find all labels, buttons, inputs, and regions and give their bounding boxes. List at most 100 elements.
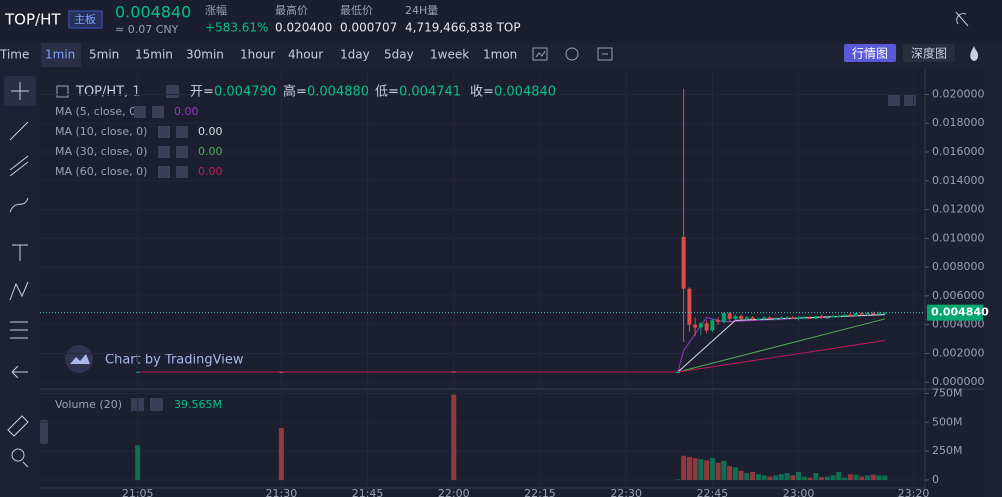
- pane-down[interactable]: [904, 95, 916, 106]
- ohlc-value: 0.004840: [494, 85, 556, 100]
- candle-body: [882, 312, 887, 314]
- candle-body: [808, 317, 813, 319]
- volume-bar: [721, 460, 727, 480]
- candle-body: [451, 371, 456, 373]
- candle-body: [727, 313, 732, 319]
- interval[interactable]: 4hour: [288, 48, 323, 62]
- candle-body: [716, 320, 721, 322]
- view-button-bg[interactable]: [844, 44, 896, 62]
- volume-bar: [790, 475, 796, 480]
- candle-body: [681, 236, 686, 289]
- volume-bar: [750, 471, 756, 480]
- volume-bar: [732, 467, 738, 480]
- settings-icon[interactable]: [134, 106, 146, 118]
- volume-bar: [824, 476, 830, 480]
- interval[interactable]: Time: [0, 48, 29, 62]
- ma-value: 0.00: [198, 165, 223, 178]
- toolbar-icons[interactable]: [532, 47, 613, 61]
- drawing-tools[interactable]: [9, 121, 29, 379]
- volume-bar: [675, 479, 681, 480]
- candle-body: [773, 318, 778, 320]
- last-price-box: [927, 304, 983, 321]
- close-icon[interactable]: [176, 126, 188, 138]
- price: 0.004840: [115, 3, 191, 22]
- right-strip: [985, 68, 1002, 497]
- interval[interactable]: 30min: [186, 48, 224, 62]
- y2-tick-label: 250M: [932, 444, 963, 457]
- x-tick-label: 23:20: [898, 487, 930, 497]
- candle-body: [836, 316, 841, 318]
- volume-bar: [801, 476, 807, 480]
- volume-bar: [830, 475, 836, 480]
- x-tick-label: 22:15: [524, 487, 556, 497]
- stat-value: 0.000707: [340, 21, 397, 35]
- volume-bar: [715, 462, 721, 480]
- collapse-legend[interactable]: [56, 85, 69, 98]
- candle-body: [802, 317, 807, 319]
- interval[interactable]: 1mon: [483, 48, 517, 62]
- candle-body: [693, 324, 698, 328]
- collapse-button[interactable]: [40, 420, 48, 444]
- ohlc-label: 收=: [470, 85, 494, 100]
- volume-bar: [773, 475, 779, 480]
- volume-bar: [278, 428, 284, 480]
- y-tick-label: 0.004000: [932, 318, 985, 331]
- interval[interactable]: 1min: [45, 48, 75, 62]
- volume-bar: [865, 475, 871, 480]
- stat-value: 4,719,466,838 TOP: [405, 21, 521, 35]
- close-icon[interactable]: [176, 166, 188, 178]
- candle-body: [848, 314, 853, 317]
- candle-body: [831, 316, 836, 318]
- volume-bar: [755, 474, 761, 480]
- candle-body: [790, 317, 795, 319]
- settings-icon[interactable]: [158, 146, 170, 158]
- candle-body: [750, 317, 755, 319]
- ma-line: [137, 318, 885, 373]
- x-tick-label: 23:00: [783, 487, 815, 497]
- ma-line: [137, 340, 885, 373]
- tv-logo-mark: [70, 354, 90, 364]
- ohlc-label: 高=: [283, 84, 307, 100]
- volume-bar: [842, 477, 848, 480]
- view-button-bg[interactable]: [903, 44, 955, 62]
- ma-line: [137, 314, 885, 373]
- close-icon[interactable]: [150, 398, 163, 411]
- interval[interactable]: 5min: [89, 48, 119, 62]
- interval[interactable]: 1hour: [240, 48, 275, 62]
- settings-icon[interactable]: [166, 85, 179, 98]
- volume-bar: [876, 475, 882, 480]
- interval[interactable]: 5day: [384, 48, 414, 62]
- volume-bar: [882, 475, 888, 480]
- volume-bar: [727, 466, 733, 480]
- interval[interactable]: 1day: [340, 48, 370, 62]
- volume-bar: [692, 458, 698, 480]
- interval[interactable]: 15min: [135, 48, 173, 62]
- legend-symbol: TOP/HT, 1: [75, 85, 141, 100]
- y-tick-label: 0.018000: [932, 116, 985, 129]
- candle-body: [813, 316, 818, 319]
- volume-bar: [813, 473, 819, 480]
- volume-bar: [796, 471, 802, 480]
- volume-bar: [853, 474, 859, 480]
- volume-bar: [744, 473, 750, 480]
- volume-bar: [819, 477, 825, 480]
- ohlc-value: 0.004741: [399, 85, 461, 100]
- y2-tick-label: 500M: [932, 415, 963, 428]
- theme-icon[interactable]: [955, 11, 969, 27]
- candle-body: [859, 313, 864, 315]
- pane-up[interactable]: [888, 95, 900, 106]
- candle-body: [733, 316, 738, 319]
- candle-body: [877, 313, 882, 315]
- volume-bar: [870, 474, 876, 480]
- settings-icon[interactable]: [158, 166, 170, 178]
- measure-zoom-tools[interactable]: [7, 415, 29, 468]
- candle-body: [687, 288, 692, 325]
- view-button[interactable]: 深度图: [911, 46, 947, 61]
- close-icon[interactable]: [152, 106, 164, 118]
- close-icon[interactable]: [176, 146, 188, 158]
- candle-body: [762, 317, 767, 319]
- y-tick-label: 0.006000: [932, 289, 985, 302]
- interval[interactable]: 1week: [430, 48, 469, 62]
- settings-icon[interactable]: [158, 126, 170, 138]
- view-button[interactable]: 行情图: [852, 47, 888, 61]
